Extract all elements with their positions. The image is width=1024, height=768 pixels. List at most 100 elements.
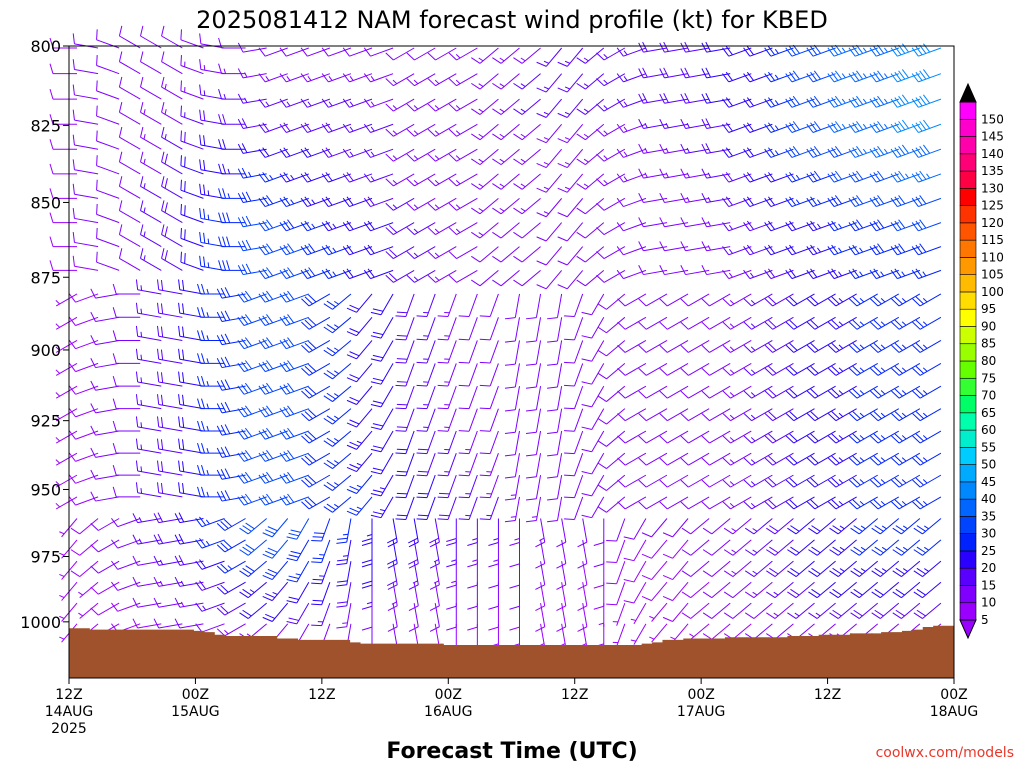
wind-barb [680, 192, 710, 204]
wind-barb [597, 474, 626, 491]
barb-half [665, 172, 669, 178]
barb-full [852, 342, 861, 351]
barb-half [859, 321, 865, 326]
wind-barb [342, 172, 373, 183]
barb-full [596, 202, 605, 211]
barb-shaft [585, 222, 605, 239]
barb-full [346, 399, 357, 405]
barb-full [406, 78, 415, 87]
barb-full [722, 413, 731, 422]
barb-full [203, 110, 206, 121]
barb-full [96, 29, 98, 40]
wind-barb [448, 148, 478, 162]
barb-shaft [651, 602, 668, 622]
barb-full [834, 170, 843, 180]
barb-full [283, 451, 291, 461]
wind-barb [722, 46, 752, 57]
wind-barb [576, 98, 605, 115]
barb-full [448, 251, 457, 259]
barb-full [349, 419, 360, 425]
barb-full [722, 298, 731, 307]
barb-full [262, 315, 270, 325]
wind-barb [258, 147, 288, 158]
barb-full [596, 251, 605, 259]
wind-barb [547, 363, 563, 389]
wind-barb [363, 98, 394, 108]
barb-full [785, 148, 793, 158]
barb-full [161, 224, 165, 235]
barb-half [223, 93, 227, 100]
wind-barb [722, 474, 752, 488]
wind-barb [564, 363, 584, 387]
barb-full [161, 151, 165, 163]
colorbar-label: 5 [981, 613, 989, 627]
wind-barb [342, 268, 373, 280]
wind-barb [174, 597, 204, 608]
barb-shaft [413, 539, 419, 564]
barb-half [59, 552, 65, 556]
barb-full [912, 321, 921, 330]
wind-barb [118, 76, 141, 100]
barb-half [55, 323, 61, 328]
barb-shaft [119, 185, 141, 199]
wind-barb [509, 561, 520, 589]
barb-half [223, 68, 227, 74]
wind-barb [135, 279, 162, 295]
wind-barb [153, 576, 183, 587]
barb-full [894, 97, 902, 107]
barb-full [834, 95, 843, 105]
barb-full [266, 405, 274, 415]
barb-full [877, 146, 885, 155]
barb-full [279, 385, 287, 395]
wind-barb [556, 539, 567, 569]
wind-barb [237, 314, 267, 326]
barb-full [241, 384, 249, 394]
barb-full [258, 123, 266, 133]
wind-barb [701, 385, 731, 399]
barb-half [838, 500, 844, 506]
barb-full [513, 133, 523, 141]
wind-barb [135, 482, 162, 498]
barb-full [659, 457, 668, 466]
barb-full [852, 499, 861, 508]
barb-full [852, 455, 861, 464]
barb-full [623, 579, 635, 583]
barb-full [764, 501, 773, 510]
barb-full [216, 358, 223, 368]
barb-full [764, 73, 772, 83]
barb-shaft [585, 246, 605, 263]
barb-shaft [690, 623, 710, 640]
x-tick-label: 18AUG [930, 704, 979, 720]
barb-full [873, 296, 882, 305]
wind-barb [547, 340, 563, 366]
barb-half [412, 580, 418, 584]
barb-full [911, 123, 919, 133]
barb-half [686, 147, 690, 153]
barb-full [827, 222, 835, 232]
wind-barb [385, 246, 415, 260]
barb-full [869, 98, 877, 108]
wind-barb [638, 408, 668, 422]
wind-barb [406, 197, 436, 211]
barb-full [304, 455, 313, 464]
barb-half [499, 158, 505, 163]
wind-barb [869, 268, 899, 280]
barb-full [395, 361, 406, 364]
colorbar-swatch [959, 291, 977, 310]
barb-half [750, 437, 756, 442]
barb-full [288, 617, 299, 621]
wind-barb [180, 80, 204, 100]
barb-full [49, 163, 54, 175]
barb-full [237, 293, 245, 303]
barb-shaft [624, 430, 647, 444]
barb-full [789, 388, 798, 397]
barb-shaft [574, 452, 584, 476]
wind-barb [361, 539, 373, 568]
wind-barb [262, 518, 289, 538]
barb-full [161, 51, 165, 62]
barb-full [785, 479, 795, 488]
barb-full [638, 344, 647, 353]
barb-shaft [651, 539, 668, 559]
barb-full [199, 580, 207, 590]
